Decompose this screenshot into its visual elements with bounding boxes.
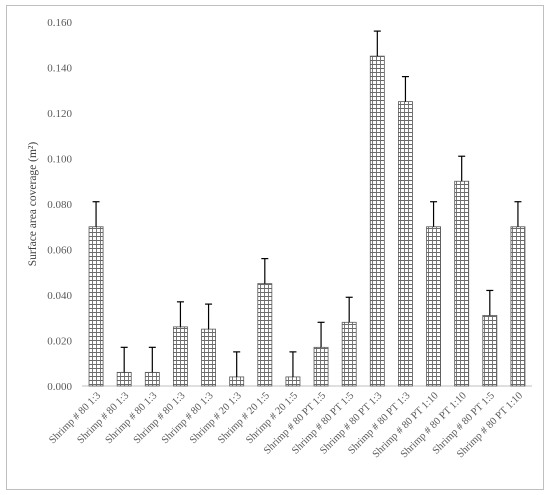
bar [426,226,441,387]
bar [313,346,329,387]
bar [510,226,526,387]
bar [341,321,357,387]
error-bar [289,351,297,377]
error-bar [120,346,128,373]
y-tick-label: 0.100 [47,154,72,166]
error-bar [373,30,381,57]
bar [144,371,160,387]
y-tick-labels: 0.000 0.020 0.040 0.060 0.080 0.100 0.120 0.140… [47,17,72,393]
bar [173,326,188,387]
y-tick-label: 0.080 [47,199,72,211]
error-bar [345,296,353,323]
error-bar [261,258,269,284]
y-axis-title: Surface area coverage (m²) [27,142,39,267]
error-bar [430,201,438,227]
error-bar [486,289,494,316]
bar [116,371,132,387]
y-tick-label: 0.040 [47,290,72,302]
bar [88,226,104,387]
error-bar [514,201,522,227]
y-tick-label: 0.120 [47,108,72,120]
bar [454,180,470,387]
bar [201,328,216,387]
y-tick-label: 0.160 [47,17,72,29]
y-tick-label: 0.000 [47,381,72,393]
error-bar [148,346,156,373]
error-bars [92,30,522,377]
error-bar [205,303,213,330]
error-bar [176,301,184,327]
y-tick-label: 0.020 [47,336,72,348]
error-bar [233,351,241,377]
bar [369,55,385,387]
error-bar [92,201,100,227]
y-tick-label: 0.060 [47,245,72,257]
bar [398,101,413,387]
bar [285,376,301,387]
bar [257,283,273,387]
bars [88,55,526,387]
bar [229,376,245,387]
bar [482,315,498,387]
error-bar [317,321,325,348]
y-tick-label: 0.140 [47,63,72,75]
error-bar [458,155,466,182]
error-bar [401,75,409,102]
